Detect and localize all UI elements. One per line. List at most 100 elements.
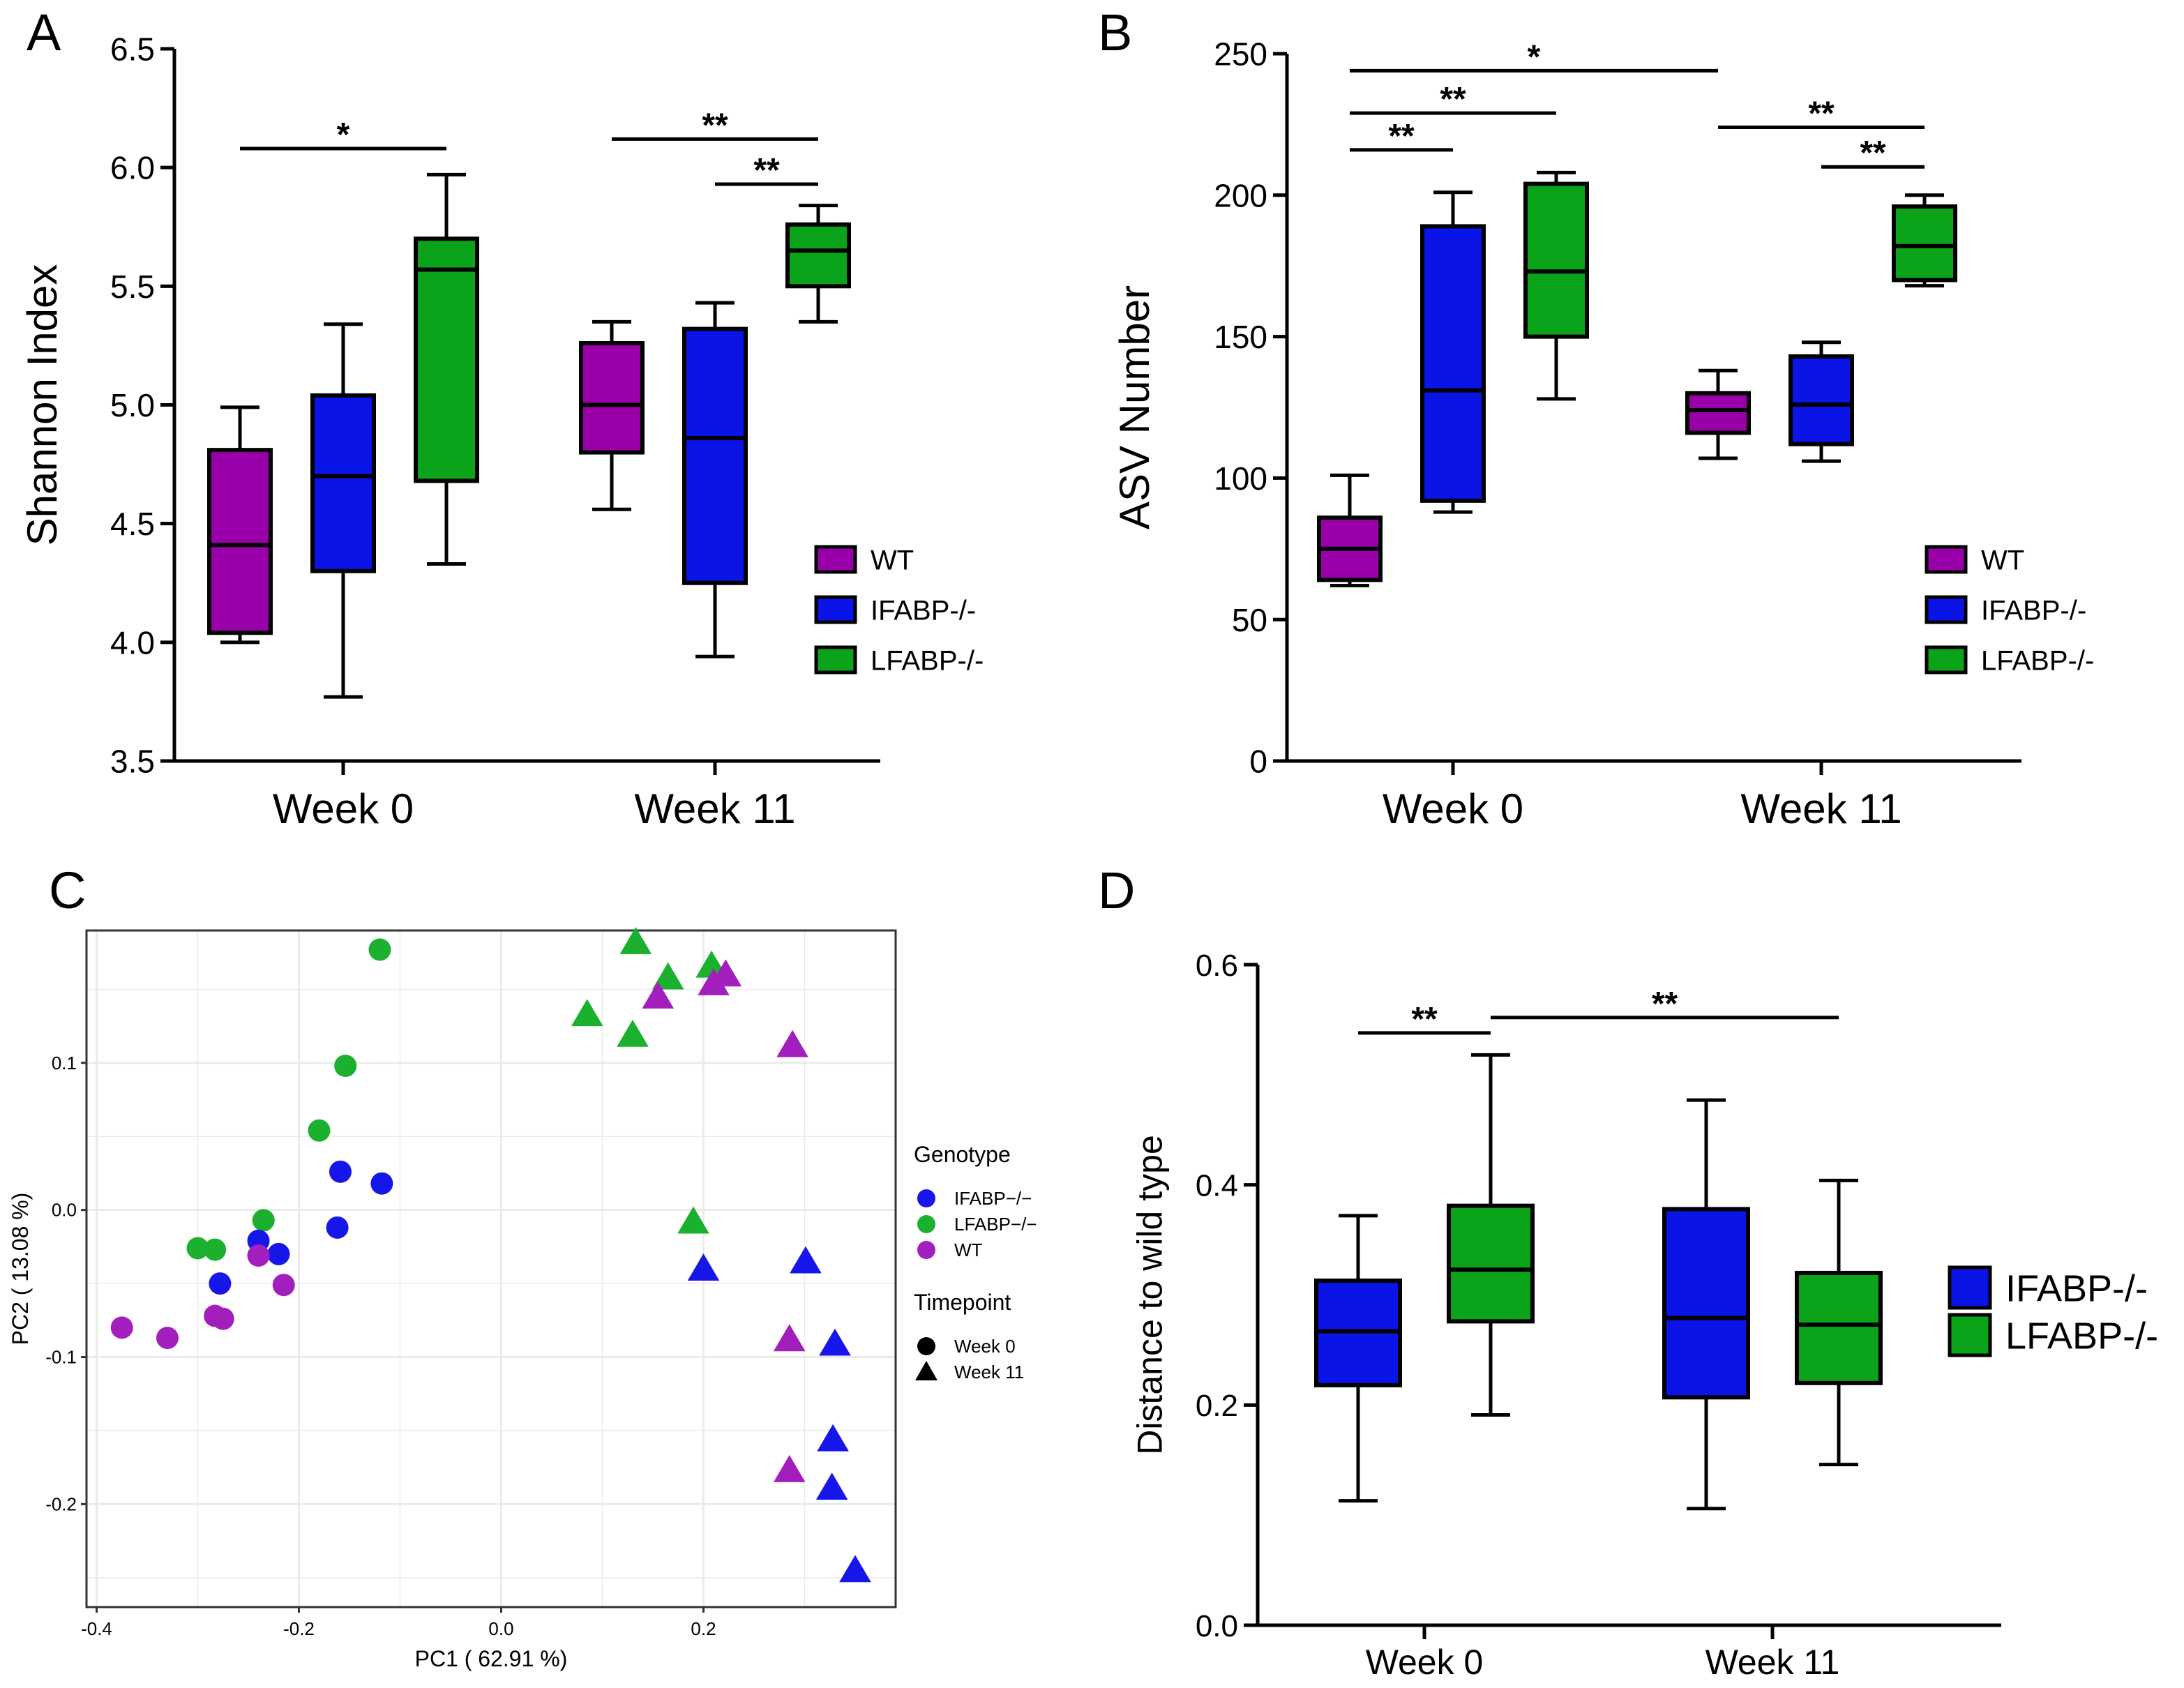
point-wt-week0 [272, 1274, 295, 1297]
point-lfabp-week0 [186, 1237, 209, 1260]
y-axis-label: Shannon Index [19, 264, 66, 546]
x-tick-label: 0.0 [488, 1618, 513, 1639]
legend-marker [915, 1361, 937, 1380]
y-axis-label: ASV Number [1111, 285, 1158, 529]
box-body [1420, 224, 1486, 503]
x-tick-label: -0.2 [283, 1618, 315, 1639]
panel-a: A 3.5 4.0 4.5 5.0 5.5 6.0 6.5 Week 0 Week 11 Shann… [19, 3, 984, 832]
box-lfabp [1447, 1053, 1535, 1417]
legend: IFABP-/- LFABP-/- [1948, 1265, 2158, 1357]
box-body [310, 393, 376, 573]
legend: WT IFABP-/- LFABP-/- [814, 545, 984, 676]
point-wt-week11 [773, 1324, 806, 1352]
point-ifabp-week11 [790, 1246, 822, 1274]
box-lfabp [1892, 193, 1957, 288]
x-tick-label: Week 11 [1705, 1643, 1840, 1682]
legend-swatch [1925, 545, 1968, 574]
point-lfabp-week11 [652, 962, 684, 990]
x-tick-label: 0.2 [691, 1618, 716, 1639]
x-tick-label: Week 0 [1366, 1643, 1484, 1682]
legend-label: LFABP−/− [954, 1214, 1037, 1235]
point-wt-week11 [642, 981, 675, 1009]
box-wt [207, 405, 273, 645]
box-lfabp [414, 172, 479, 566]
y-tick-label: 200 [1214, 177, 1267, 213]
y-tick-label: 3.5 [110, 744, 155, 780]
box-wt [1317, 473, 1383, 588]
legend-marker [917, 1189, 935, 1207]
y-tick-label: 100 [1214, 460, 1267, 497]
y-tick-label: 50 [1232, 602, 1267, 638]
point-lfabp-week0 [308, 1119, 331, 1142]
point-ifabp-week0 [329, 1160, 352, 1183]
point-ifabp-week11 [687, 1253, 720, 1281]
legend-swatch [814, 645, 857, 675]
y-tick-label: 0.0 [52, 1200, 77, 1221]
y-tick-label: 150 [1214, 319, 1267, 355]
box-lfabp [785, 204, 851, 324]
y-tick-label: 0 [1249, 744, 1267, 780]
point-wt-week11 [776, 1030, 808, 1057]
legend-title: Genotype [914, 1142, 1011, 1167]
y-tick-label: -0.2 [45, 1493, 77, 1514]
box-ifabp [310, 322, 376, 699]
box-body [1795, 1270, 1883, 1385]
point-wt-week0 [247, 1244, 270, 1267]
panel-letter: B [1098, 3, 1132, 61]
point-ifabp-week0 [267, 1242, 290, 1265]
legend-label: LFABP-/- [2005, 1315, 2158, 1357]
legend-label: LFABP-/- [1981, 645, 2094, 676]
legend-marker [917, 1241, 935, 1259]
y-tick-label: 0.4 [1196, 1169, 1238, 1203]
legend-label: IFABP-/- [1981, 595, 2086, 626]
point-lfabp-week11 [571, 999, 603, 1027]
significance-label: ** [1860, 135, 1886, 172]
legend: Genotype IFABP−/− LFABP−/− WT Timepoint Week … [914, 1142, 1037, 1382]
point-lfabp-week0 [204, 1238, 227, 1261]
y-tick-label: 6.0 [110, 150, 155, 186]
y-tick-label: 4.0 [110, 624, 155, 661]
x-tick-label: Week 0 [273, 785, 414, 832]
legend-swatch [814, 595, 857, 624]
box-body [1523, 181, 1589, 339]
y-tick-label: 0.6 [1196, 949, 1238, 983]
y-tick-label: 5.0 [110, 387, 155, 423]
point-lfabp-week11 [619, 926, 652, 954]
significance-label: ** [1808, 95, 1835, 132]
x-tick-label: Week 11 [1740, 785, 1901, 832]
box-ifabp [1662, 1098, 1750, 1511]
point-lfabp-week11 [617, 1019, 649, 1047]
y-axis-label: Distance to wild type [1131, 1135, 1170, 1455]
point-lfabp-week0 [334, 1055, 357, 1077]
point-lfabp-week0 [252, 1209, 275, 1232]
points [110, 926, 871, 1583]
significance-label: * [337, 116, 350, 153]
point-ifabp-week11 [817, 1424, 849, 1452]
box-body [1447, 1203, 1535, 1324]
x-tick-label: Week 11 [634, 785, 795, 832]
legend-marker [917, 1337, 935, 1355]
x-tick-label: -0.4 [81, 1618, 112, 1639]
significance-label: ** [1652, 986, 1678, 1023]
point-ifabp-week11 [815, 1472, 848, 1500]
point-wt-week0 [156, 1327, 179, 1350]
point-lfabp-week0 [368, 938, 391, 961]
box-ifabp [682, 301, 748, 658]
box-body [579, 341, 645, 455]
legend-swatch [1925, 595, 1968, 624]
box-body [1685, 391, 1751, 435]
legend-label: WT [1981, 545, 2024, 575]
box-body [682, 326, 748, 585]
point-wt-week0 [110, 1316, 133, 1339]
y-tick-label: 0.1 [52, 1053, 77, 1073]
y-tick-label: 5.5 [110, 269, 155, 305]
point-wt-week11 [698, 968, 730, 995]
y-tick-label: 0.2 [1196, 1389, 1238, 1423]
box-ifabp [1420, 190, 1486, 514]
box-body [1662, 1207, 1750, 1400]
significance-label: ** [702, 107, 728, 144]
box-ifabp [1788, 340, 1854, 463]
legend-label: Week 0 [954, 1336, 1016, 1357]
legend-marker [917, 1215, 935, 1233]
legend-label: IFABP-/- [871, 595, 976, 626]
